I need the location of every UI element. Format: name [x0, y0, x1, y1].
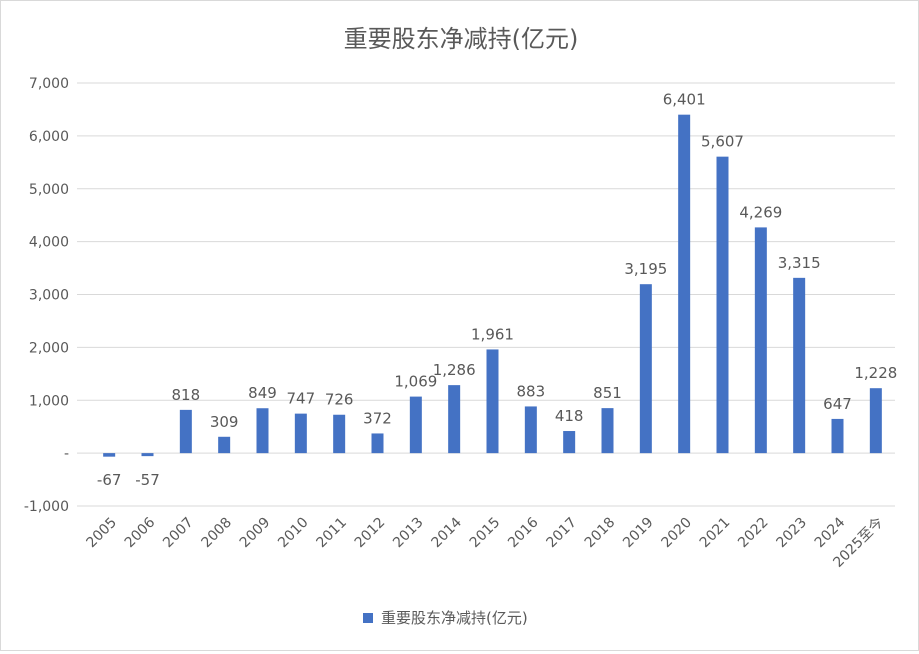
data-label: 418 [555, 407, 584, 425]
bar [716, 156, 729, 454]
data-label: -67 [97, 471, 122, 489]
x-tick-label: 2017 [543, 515, 580, 552]
bar [294, 413, 307, 454]
bar [601, 408, 614, 454]
y-tick-label: 2,000 [29, 340, 69, 356]
data-label: 747 [287, 390, 316, 408]
x-tick-label: 2024 [812, 514, 849, 551]
bar [563, 431, 576, 454]
bar [793, 277, 806, 454]
data-label: 818 [172, 386, 201, 404]
bar [371, 433, 384, 454]
y-tick-label: 5,000 [29, 182, 69, 198]
y-tick-label: 6,000 [29, 129, 69, 145]
data-label: 3,195 [624, 260, 667, 278]
data-label: 5,607 [701, 133, 744, 151]
x-tick-label: 2023 [773, 515, 810, 552]
bar [179, 409, 192, 454]
y-tick-label: 7,000 [29, 76, 69, 92]
x-tick-label: 2007 [160, 515, 197, 552]
data-label: 726 [325, 391, 354, 409]
bar [103, 453, 116, 457]
data-label: 849 [248, 384, 277, 402]
bar [448, 385, 461, 454]
bar [869, 388, 882, 454]
x-tick-label: 2013 [390, 515, 427, 552]
x-tick-label: 2018 [582, 515, 619, 552]
data-label: 372 [363, 409, 392, 427]
y-tick-label: - [64, 446, 69, 462]
bar [409, 396, 422, 454]
y-tick-label: -1,000 [24, 499, 69, 515]
bar [141, 453, 154, 457]
legend-label: 重要股东净减持(亿元) [381, 609, 528, 627]
data-label: 883 [517, 382, 546, 400]
bar [639, 284, 652, 454]
y-tick-label: 3,000 [29, 288, 69, 304]
x-tick-label: 2011 [313, 515, 350, 552]
bar [524, 406, 537, 454]
legend-swatch [363, 613, 373, 623]
data-label: 4,269 [739, 203, 782, 221]
data-label: 851 [593, 384, 622, 402]
data-label: 647 [823, 395, 852, 413]
x-tick-label: 2019 [620, 515, 657, 552]
data-label: 1,961 [471, 325, 514, 343]
x-tick-label: 2009 [237, 515, 274, 552]
legend: 重要股东净减持(亿元) [363, 609, 528, 627]
bar [754, 227, 767, 454]
data-label: -57 [135, 471, 160, 489]
y-tick-label: 4,000 [29, 235, 69, 251]
x-tick-label: 2016 [505, 514, 542, 551]
x-tick-label: 2012 [352, 515, 389, 552]
x-tick-label: 2020 [658, 515, 695, 552]
x-tick-label: 2021 [697, 515, 734, 552]
bar [486, 349, 499, 454]
chart-title: 重要股东净减持(亿元) [344, 25, 579, 53]
data-label: 309 [210, 413, 239, 431]
x-tick-label: 2008 [198, 515, 235, 552]
x-tick-label: 2015 [467, 515, 504, 552]
x-tick-label: 2014 [428, 514, 465, 551]
bar [333, 414, 346, 454]
bar [256, 408, 269, 454]
data-label: 1,286 [433, 361, 476, 379]
x-tick-label: 2006 [122, 514, 159, 551]
bar [678, 114, 691, 454]
y-tick-label: 1,000 [29, 393, 69, 409]
data-label: 3,315 [778, 254, 821, 272]
x-tick-label: 2022 [735, 515, 772, 552]
data-label: 6,401 [663, 91, 706, 109]
data-label: 1,228 [854, 364, 897, 382]
x-tick-label: 2010 [275, 515, 312, 552]
data-label: 1,069 [394, 373, 437, 391]
bar [218, 436, 231, 454]
bar [831, 418, 844, 454]
x-tick-label: 2005 [83, 515, 120, 552]
